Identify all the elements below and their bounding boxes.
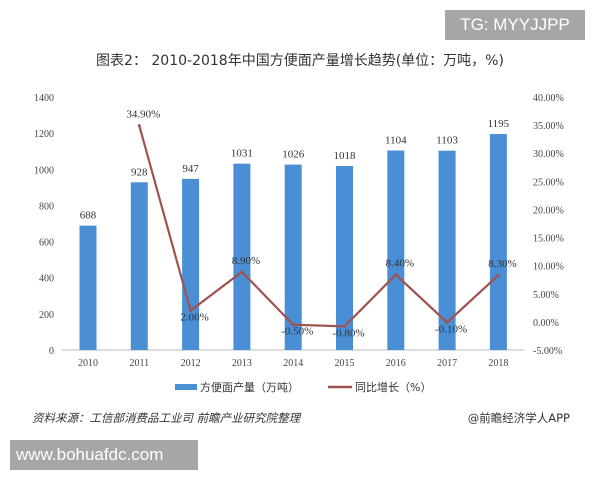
y-right-tick: 30.00%	[533, 149, 564, 160]
y-left-tick: 600	[39, 238, 54, 249]
y-right-tick: 40.00%	[533, 93, 564, 104]
bar-2017	[438, 150, 456, 350]
growth-line	[138, 125, 500, 328]
x-tick: 2013	[232, 358, 252, 369]
y-right-tick: -5.00%	[533, 346, 562, 357]
bar-2010	[79, 225, 97, 350]
bar-2016	[387, 150, 405, 350]
bar-2015	[336, 166, 353, 350]
x-tick: 2018	[488, 358, 508, 369]
growth-point	[137, 124, 141, 128]
bar-label: 1026	[282, 149, 305, 161]
credit: @前瞻经济学人APP	[467, 411, 570, 425]
y-right-tick: 10.00%	[533, 262, 564, 273]
bar-label: 1031	[231, 148, 253, 160]
x-tick: 2010	[78, 358, 98, 369]
watermark-top: TG: MYYJJPP	[445, 10, 585, 40]
x-tick: 2014	[283, 358, 303, 369]
growth-label: -0.50%	[281, 326, 313, 338]
bar-label: 928	[131, 166, 148, 178]
y-left-tick: 400	[39, 274, 54, 285]
bar-label: 1018	[334, 150, 357, 162]
x-tick: 2011	[129, 358, 149, 369]
growth-point	[496, 273, 500, 277]
chart-title: 图表2： 2010-2018年中国方便面产量增长趋势(单位：万吨，%)	[96, 53, 504, 69]
growth-label: 8.90%	[232, 255, 260, 267]
bar-label: 688	[80, 210, 97, 222]
bar-label: 1104	[385, 134, 407, 146]
legend-bar-label: 方便面产量（万吨）	[200, 380, 299, 394]
bar-2011	[130, 182, 148, 350]
y-right-tick: 25.00%	[533, 177, 564, 188]
x-tick: 2016	[386, 358, 406, 369]
y-right-tick: 0.00%	[533, 318, 559, 329]
bar-2012	[182, 178, 200, 350]
y-left-tick: 1200	[34, 129, 54, 140]
x-tick: 2015	[335, 358, 355, 369]
y-right-tick: 15.00%	[533, 234, 564, 245]
growth-point	[394, 273, 398, 277]
y-right-tick: 5.00%	[533, 290, 559, 301]
growth-label: 8.30%	[488, 258, 516, 270]
growth-point	[189, 309, 193, 313]
growth-label: 8.40%	[386, 258, 414, 270]
y-left-tick: 800	[39, 201, 54, 212]
growth-point	[240, 270, 244, 274]
x-tick: 2017	[437, 358, 457, 369]
bar-label: 1103	[436, 135, 458, 147]
bar-label: 1195	[488, 118, 510, 130]
y-right-tick: 35.00%	[533, 121, 564, 132]
legend-bar-swatch	[175, 384, 197, 390]
source-note: 资料来源：工信部消费品工业司 前瞻产业研究院整理	[32, 411, 301, 425]
y-left-tick: 0	[49, 346, 54, 357]
bar-2014	[284, 164, 302, 350]
growth-label: 2.00%	[180, 312, 208, 324]
bar-2018	[489, 134, 507, 350]
bar-2013	[233, 163, 251, 350]
growth-point	[291, 323, 295, 327]
legend-line-label: 同比增长（%）	[355, 380, 431, 394]
growth-point	[445, 320, 449, 324]
watermark-bottom: www.bohuafdc.com	[10, 440, 198, 470]
y-left-tick: 1400	[34, 93, 54, 104]
y-left-tick: 1000	[34, 165, 54, 176]
y-left-tick: 200	[39, 310, 54, 321]
bar-label: 947	[182, 163, 199, 175]
growth-point	[343, 324, 346, 328]
growth-label: -0.10%	[435, 323, 467, 335]
growth-label: 34.90%	[126, 109, 160, 121]
growth-label: -0.80%	[332, 327, 364, 339]
y-right-tick: 20.00%	[533, 205, 564, 216]
x-tick: 2012	[181, 358, 201, 369]
